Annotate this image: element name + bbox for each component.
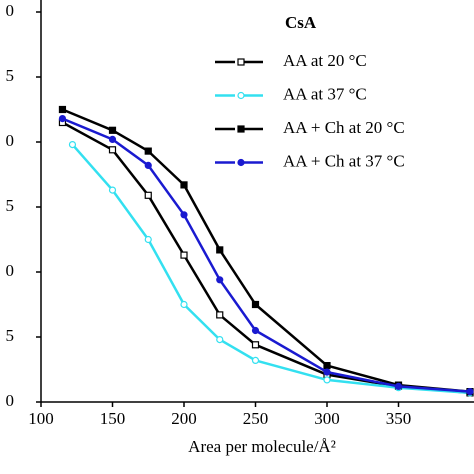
data-point <box>466 388 474 396</box>
y-tick-label: 0 <box>6 1 15 20</box>
legend-marker <box>237 91 245 100</box>
legend-marker <box>237 58 245 66</box>
legend-label: AA at 20 °C <box>283 51 367 70</box>
data-point <box>216 276 224 284</box>
data-point <box>216 246 224 254</box>
data-point <box>251 326 260 335</box>
y-tick-label: 0 <box>6 261 15 280</box>
x-tick-label: 200 <box>171 409 197 428</box>
x-tick-label: 250 <box>243 409 269 428</box>
data-point <box>144 147 152 155</box>
data-point <box>180 300 188 309</box>
x-tick-label: 100 <box>28 409 54 428</box>
data-point <box>180 251 188 259</box>
data-point <box>394 382 403 390</box>
x-tick-label: 150 <box>100 409 126 428</box>
legend-title: CsA <box>285 13 317 32</box>
data-point <box>216 336 224 344</box>
y-tick-label: 5 <box>6 66 15 85</box>
data-point <box>68 141 77 149</box>
x-tick-label: 350 <box>386 409 412 428</box>
y-tick-label: 5 <box>6 326 15 345</box>
data-point <box>108 186 117 194</box>
data-point <box>180 211 188 219</box>
x-axis-label: Area per molecule/Å² <box>188 437 336 456</box>
data-point <box>323 376 331 384</box>
data-point <box>251 300 260 309</box>
series-line <box>71 143 471 395</box>
data-point <box>58 105 67 114</box>
series-line <box>61 117 471 393</box>
y-tick-label: 0 <box>6 131 15 150</box>
y-tick-label: 5 <box>6 196 15 215</box>
legend-label: AA + Ch at 20 °C <box>283 118 405 137</box>
legend-marker <box>237 158 245 167</box>
x-tick-label: 300 <box>314 409 340 428</box>
series-line <box>61 121 471 395</box>
data-point <box>216 311 224 319</box>
data-point <box>323 368 331 376</box>
data-point <box>251 341 260 349</box>
data-point <box>144 235 152 244</box>
data-point <box>108 126 117 134</box>
data-point <box>108 135 117 143</box>
data-point <box>144 191 152 199</box>
y-tick-label: 0 <box>6 391 15 410</box>
data-point <box>108 146 117 154</box>
data-point <box>144 161 152 169</box>
data-point <box>323 362 331 370</box>
legend-label: AA at 37 °C <box>283 84 367 103</box>
data-point <box>251 356 260 364</box>
data-point <box>58 114 67 123</box>
legend-label: AA + Ch at 37 °C <box>283 151 405 170</box>
data-point <box>180 181 188 189</box>
legend-marker <box>237 125 245 133</box>
